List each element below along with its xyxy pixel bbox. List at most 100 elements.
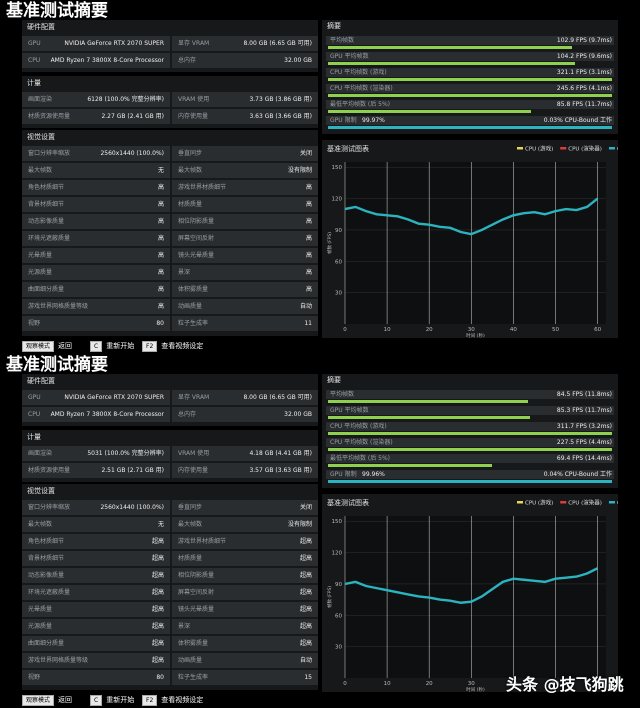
summary-row [326, 406, 614, 415]
row-label: 镜头光晕质量 [178, 605, 215, 613]
summary-label: 平均帧数 [330, 390, 355, 398]
row-cell [22, 231, 170, 246]
x-tick-label: 30 [468, 681, 475, 687]
footer-text[interactable]: 返回 [58, 342, 73, 350]
bar-track [328, 62, 612, 65]
y-tick-label: 90 [335, 582, 342, 588]
row-cell [22, 585, 170, 600]
bar-track [328, 448, 612, 451]
row-cell [22, 534, 170, 549]
footer-key[interactable]: F2 [142, 695, 158, 706]
row-cell [22, 53, 170, 68]
footer-text[interactable]: 查看视频设定 [161, 342, 204, 350]
row-cell [172, 534, 318, 549]
chart-title: 基准测试图表 [327, 145, 369, 153]
footer-text[interactable]: 重新开始 [106, 342, 135, 350]
summary-value: 245.6 FPS (4.1ms) [556, 84, 612, 92]
row-value: 3.57 GB (3.63 GB 用) [249, 466, 312, 474]
limit-label: GPU 限制 [330, 470, 357, 478]
limit-value: 99.96% [362, 470, 385, 478]
chart: 30 60 90 120 150 0 10 20 30 40 50 60 时间 (秒) 帧数 (FPS) C… [326, 498, 618, 692]
row-label: 内存使用量 [178, 112, 209, 120]
row-label: 材质资源使用量 [28, 466, 71, 474]
row-cell [22, 407, 170, 422]
row-label: 最大帧数 [28, 166, 53, 174]
row-value: 高 [305, 285, 312, 293]
row-cell [172, 265, 318, 280]
row-cell [22, 500, 170, 515]
row-cell [172, 92, 318, 107]
row-value: 2.51 GB (2.71 GB 用) [101, 466, 164, 474]
row-value: 超高 [299, 554, 312, 562]
footer-text[interactable]: 重新开始 [106, 696, 135, 704]
x-tick-label: 40 [510, 681, 517, 687]
footer-key[interactable]: 观察模式 [22, 341, 55, 352]
plot-area [345, 516, 606, 678]
summary-bar [328, 448, 612, 451]
footer-key[interactable]: 观察模式 [22, 695, 55, 706]
legend-label: GPU [617, 146, 618, 152]
footer-text[interactable]: 查看视频设定 [161, 696, 204, 704]
footer-key[interactable]: C [90, 695, 103, 706]
summary-value: 69.4 FPS (14.4ms) [556, 454, 612, 462]
row-value: 高 [157, 268, 164, 276]
legend-label: CPU (游戏) [525, 498, 553, 506]
row-value: 无 [157, 520, 164, 528]
summary-row [326, 422, 614, 431]
bar-track [328, 432, 612, 435]
footer-key[interactable]: C [90, 341, 103, 352]
summary-value: 227.5 FPS (4.4ms) [556, 438, 612, 446]
legend-swatch [608, 147, 615, 150]
limit-cpu: 0.04% CPU-Bound 工作 [543, 470, 612, 478]
section-heading: 视觉设置 [27, 133, 55, 141]
row-value: 15 [304, 673, 312, 681]
summary-row [326, 438, 614, 447]
row-label: 垂直同步 [178, 503, 203, 511]
summary-bar [328, 400, 528, 403]
row-cell [22, 568, 170, 583]
y-tick-label: 150 [332, 165, 343, 171]
title: 基准测试摘要 [6, 355, 108, 375]
row-label: 材质资源使用量 [28, 112, 71, 120]
limit-bar [328, 480, 612, 483]
row-cell [22, 446, 170, 461]
footer-key[interactable]: F2 [142, 341, 158, 352]
row-label: 内存使用量 [178, 466, 209, 474]
bar-track [328, 480, 612, 483]
row-cell [172, 53, 318, 68]
row-cell [172, 180, 318, 195]
row-label: 粒子生成率 [178, 673, 209, 681]
row-label: 屏幕空间反射 [178, 234, 215, 242]
x-tick-label: 40 [510, 327, 517, 333]
row-label: 动态影像质量 [28, 571, 65, 579]
summary-bar [328, 416, 530, 419]
row-label: 总内存 [178, 56, 197, 64]
x-tick-label: 20 [426, 681, 433, 687]
x-tick-label: 10 [384, 327, 391, 333]
legend-label: CPU (游戏) [525, 144, 553, 152]
row-value: 5031 (100.0% 完整分辨率) [87, 449, 164, 457]
row-value: 高 [157, 302, 164, 310]
x-axis-title: 时间 (秒) [466, 332, 485, 338]
row-label: 背景材质细节 [28, 200, 65, 208]
row-cell [22, 653, 170, 668]
summary-row [326, 52, 614, 61]
plot-area [345, 162, 606, 324]
x-tick-label: 50 [552, 681, 559, 687]
legend-label: GPU [617, 500, 618, 506]
row-cell [172, 500, 318, 515]
row-cell [172, 214, 318, 229]
row-label: 景深 [178, 268, 191, 276]
bar-track [328, 126, 612, 129]
summary-value: 321.1 FPS (3.1ms) [556, 68, 612, 76]
summary-row [326, 454, 614, 463]
row-cell [172, 282, 318, 297]
row-label: 环境光遮蔽质量 [28, 588, 71, 596]
footer-text[interactable]: 返回 [58, 696, 73, 704]
summary-bar [328, 110, 532, 113]
row-value: 高 [305, 234, 312, 242]
row-value: 超高 [151, 656, 164, 664]
row-label: 游戏世界网格质量等级 [28, 302, 89, 310]
row-cell [22, 282, 170, 297]
